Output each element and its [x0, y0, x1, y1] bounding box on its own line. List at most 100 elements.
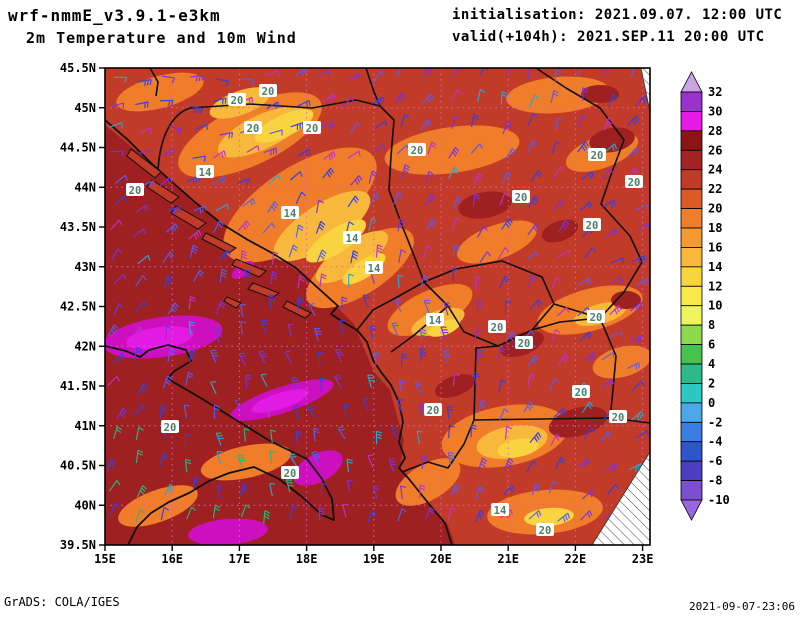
- wind-barb: [318, 507, 325, 521]
- wind-barb: [499, 408, 509, 422]
- contour-label: 14: [346, 233, 359, 245]
- wind-barb: [306, 405, 317, 419]
- wind-barb: [215, 301, 226, 314]
- wind-barb: [423, 299, 431, 313]
- wind-barb: [476, 89, 486, 103]
- wind-barb: [138, 78, 152, 87]
- colorbar-tick-label: 4: [708, 357, 715, 371]
- wind-barb: [527, 139, 538, 153]
- contour-label: 20: [586, 220, 599, 232]
- wind-barb: [186, 506, 197, 520]
- colorbar-tick-label: 6: [708, 338, 715, 352]
- wind-barb: [504, 425, 512, 440]
- wind-barb: [630, 302, 643, 312]
- wind-barb: [186, 175, 200, 185]
- wind-barb: [111, 248, 122, 261]
- wind-barb: [626, 147, 640, 158]
- wind-barb: [297, 296, 305, 311]
- wind-barb: [334, 348, 344, 362]
- wind-barb: [347, 73, 361, 82]
- contour-label-box: [259, 84, 277, 97]
- wind-barb: [420, 328, 427, 343]
- wind-barb: [267, 201, 279, 213]
- wind-barb: [240, 504, 251, 518]
- wind-barb: [339, 320, 346, 334]
- wind-barb: [420, 274, 430, 288]
- wind-barb: [133, 346, 143, 360]
- wind-barb: [425, 193, 436, 206]
- lat-tick-label: 45.5N: [60, 61, 96, 75]
- wind-barb: [401, 353, 408, 367]
- wind-barb: [557, 249, 571, 258]
- wind-barb: [245, 374, 252, 388]
- wind-barb: [135, 101, 149, 109]
- border-line: [390, 305, 449, 353]
- adriatic-dark-region: [105, 125, 455, 545]
- temp-blob: [387, 284, 473, 336]
- contour-label: 20: [284, 468, 297, 480]
- wind-barb: [392, 191, 403, 205]
- wind-barb: [554, 69, 561, 83]
- contour-label-box: [426, 313, 444, 326]
- wind-barb: [553, 166, 565, 179]
- wind-barb: [608, 93, 618, 107]
- italy-coastline: [105, 344, 335, 545]
- wind-barb: [116, 407, 128, 420]
- wind-barb: [106, 458, 116, 472]
- model-title: wrf-nmmE_v3.9.1-e3km: [8, 6, 221, 25]
- wind-barb: [162, 251, 174, 263]
- valid-time-label: valid(+104h): 2021.SEP.11 20:00 UTC: [452, 29, 765, 45]
- border-line: [599, 317, 617, 419]
- colorbar-tick-label: 26: [708, 143, 722, 157]
- wind-barb: [289, 453, 297, 467]
- wind-barb: [263, 147, 277, 156]
- contour-label: 20: [262, 86, 275, 98]
- wind-barb: [113, 274, 127, 284]
- temp-blob: [458, 191, 512, 219]
- wind-barb: [476, 349, 484, 363]
- wind-barb: [367, 454, 374, 468]
- colorbar-segment: [680, 285, 703, 307]
- colorbar-tick-label: -6: [708, 454, 722, 468]
- contour-label-box: [588, 148, 606, 161]
- wind-barb: [452, 267, 459, 282]
- wind-barb: [237, 220, 250, 232]
- wind-barb: [397, 399, 404, 413]
- wind-barb: [527, 112, 538, 126]
- lat-tick-label: 40N: [74, 498, 96, 512]
- contour-label-box: [408, 143, 426, 156]
- wind-barb: [343, 403, 350, 418]
- wind-barb: [424, 170, 434, 185]
- wind-barb: [136, 485, 148, 498]
- wind-barb: [109, 502, 120, 516]
- wind-barb: [447, 452, 455, 466]
- wind-barb: [582, 352, 596, 362]
- temp-blob: [254, 109, 314, 143]
- wind-barb: [446, 405, 454, 420]
- wind-barb: [422, 68, 434, 78]
- balkan-coastline: [105, 119, 453, 545]
- wind-barb: [213, 150, 227, 159]
- wind-barb: [554, 456, 566, 470]
- wind-barb: [319, 273, 327, 287]
- border-line: [149, 68, 159, 97]
- wind-barb: [448, 507, 457, 521]
- colorbar-tick-label: 24: [708, 163, 722, 177]
- wind-barb: [167, 348, 176, 362]
- wind-barb: [167, 302, 179, 315]
- wind-barb: [109, 122, 123, 129]
- wind-barb: [112, 426, 123, 440]
- wind-barb: [216, 485, 223, 499]
- wind-barb: [421, 93, 434, 105]
- colorbar-segment: [680, 421, 703, 443]
- wind-barb: [362, 398, 369, 412]
- wind-barb: [164, 275, 173, 289]
- temp-blob: [592, 345, 650, 379]
- wind-barb: [527, 373, 536, 387]
- wind-barb: [184, 433, 192, 447]
- wind-barb: [110, 150, 124, 157]
- wind-barb: [530, 170, 542, 182]
- wind-barb: [188, 229, 202, 240]
- init-time-label: initialisation: 2021.09.07. 12:00 UTC: [452, 7, 783, 23]
